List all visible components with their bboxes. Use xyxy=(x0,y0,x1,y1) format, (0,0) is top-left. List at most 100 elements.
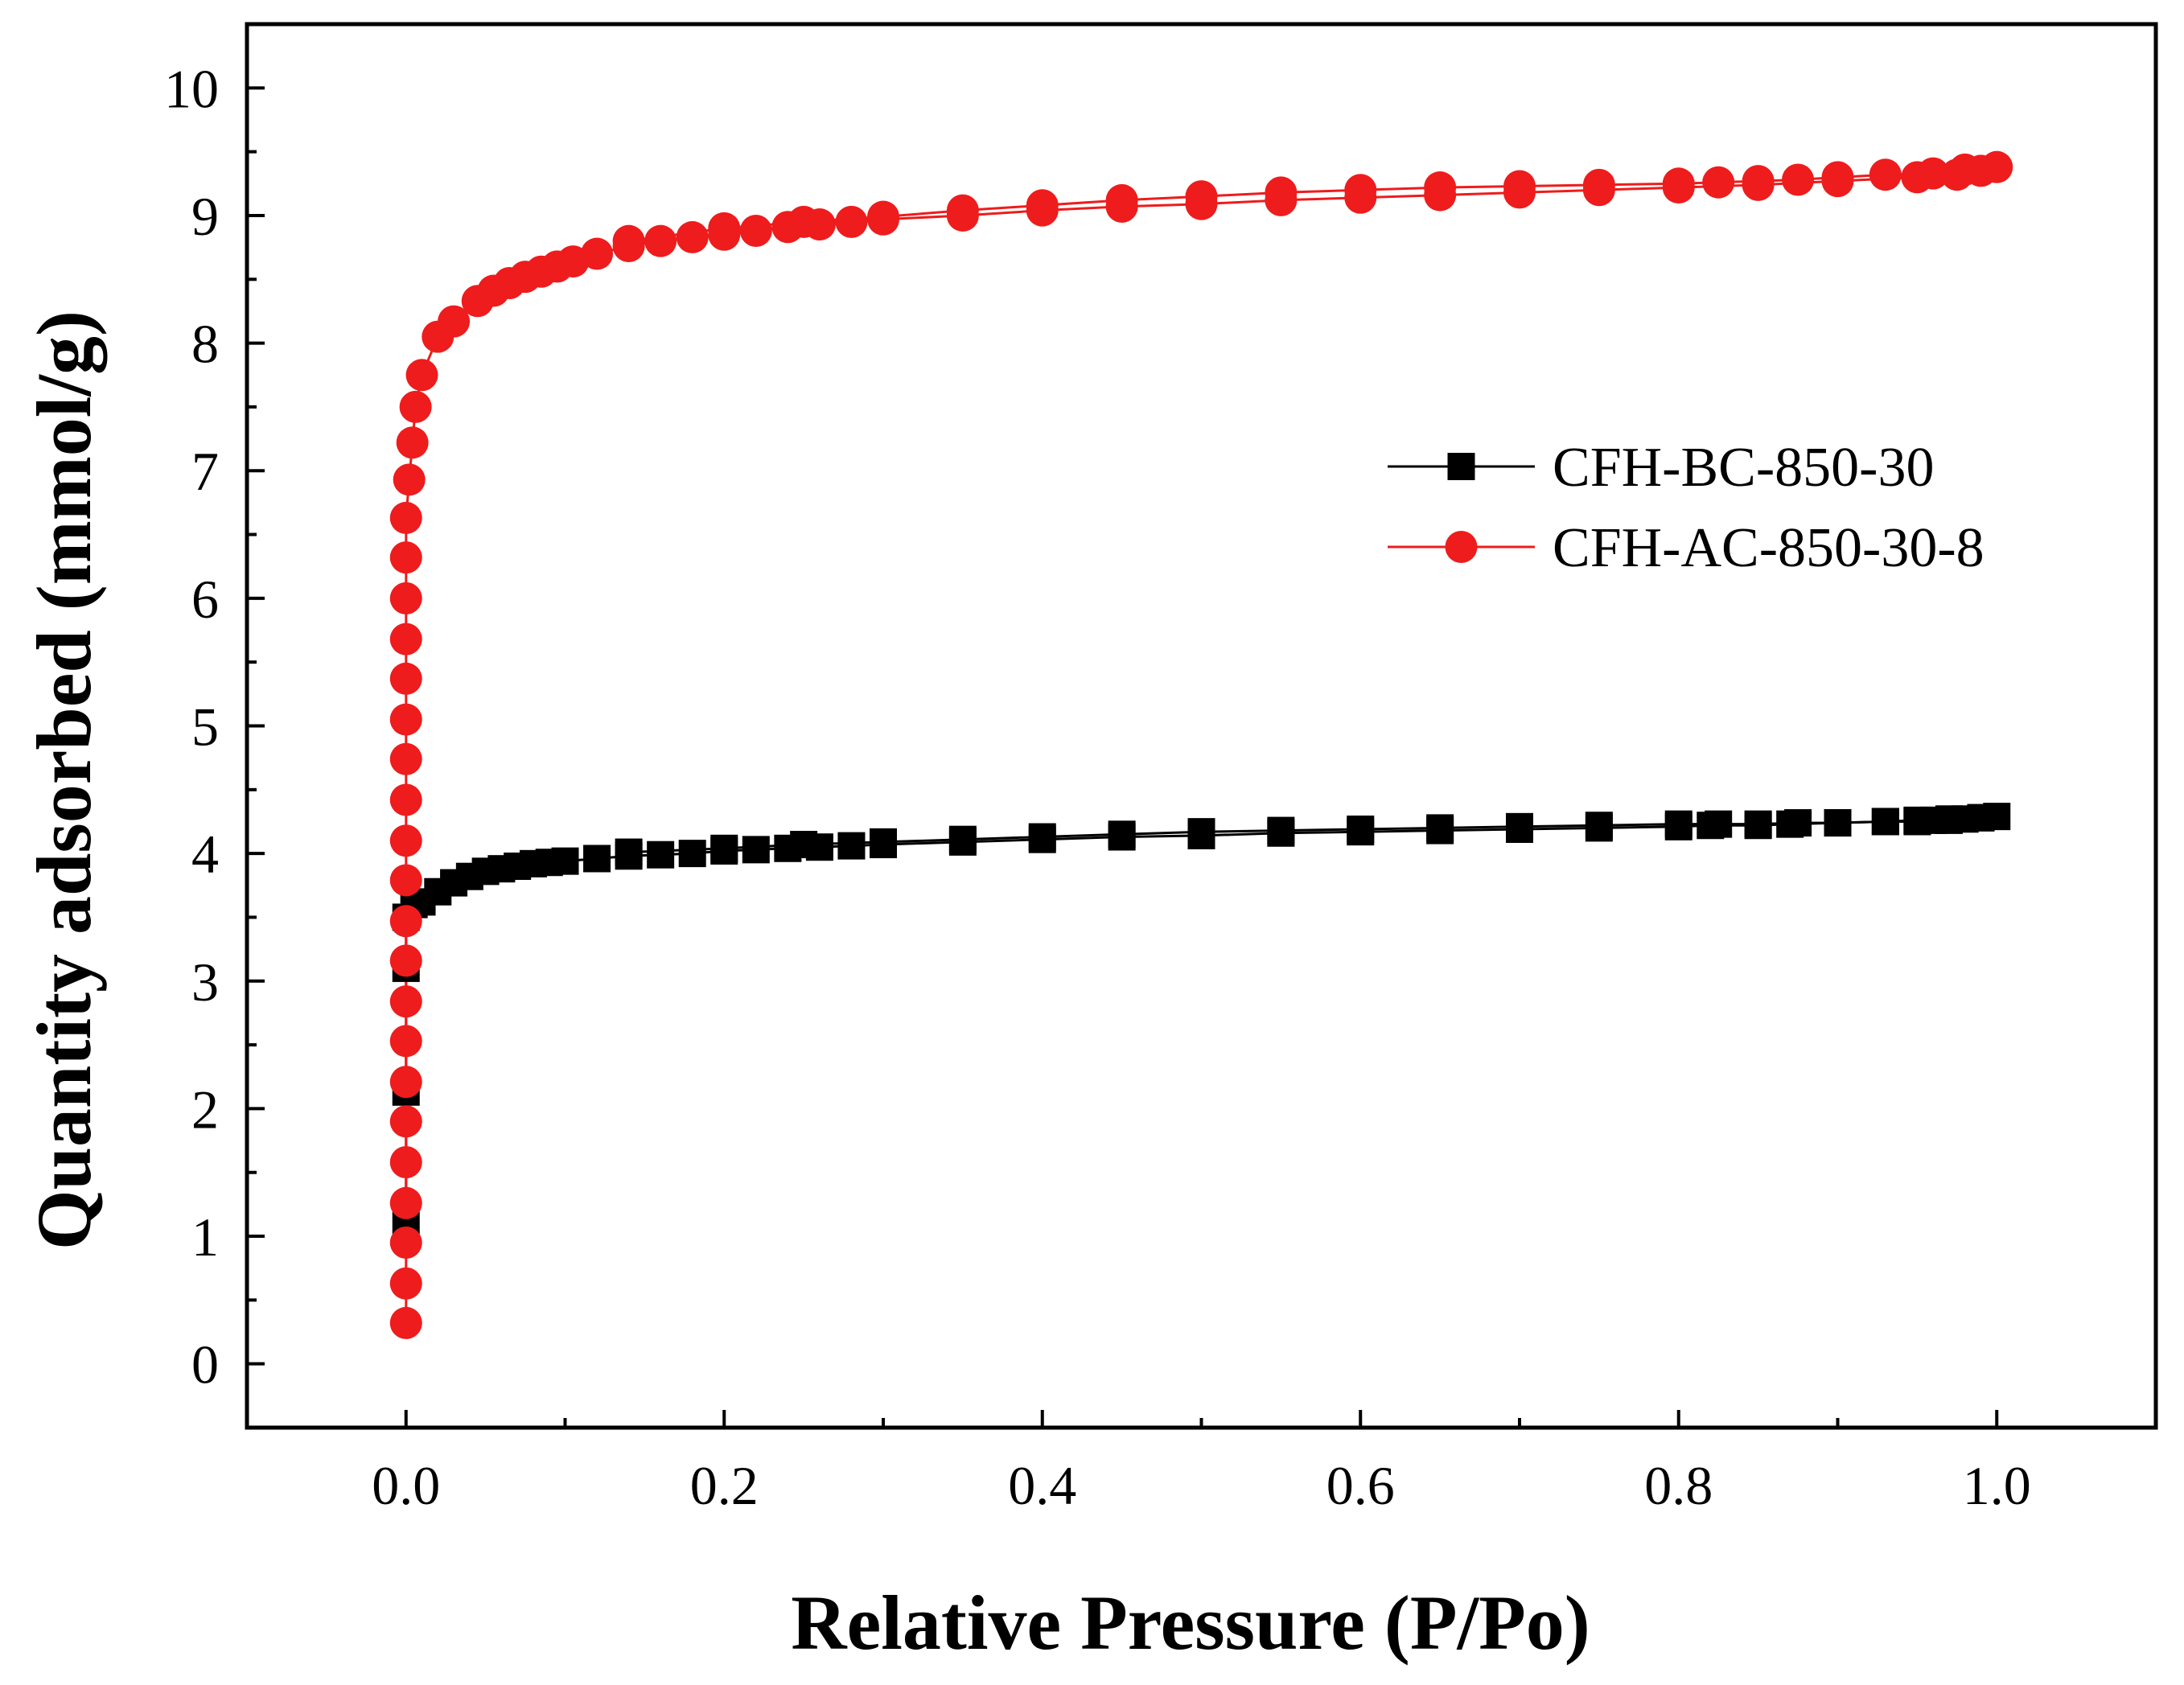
cfh-ac-850-30-8-desorption-point xyxy=(1185,180,1218,213)
x-tick-label: 0.0 xyxy=(372,1455,440,1516)
y-tick-label: 4 xyxy=(191,824,219,885)
cfh-ac-850-30-8-adsorption-point xyxy=(389,1267,422,1300)
cfh-bc-850-30-desorption-point xyxy=(870,828,897,856)
y-tick-label: 10 xyxy=(164,58,219,119)
y-tick-label: 8 xyxy=(191,314,219,375)
cfh-ac-850-30-8-desorption-point xyxy=(1344,174,1377,207)
cfh-bc-850-30-desorption-point xyxy=(1187,818,1215,846)
cfh-ac-850-30-8-desorption-point xyxy=(1821,161,1854,194)
cfh-bc-850-30-adsorption-point xyxy=(583,845,611,873)
cfh-ac-850-30-8-adsorption-point xyxy=(389,864,422,897)
cfh-bc-850-30-desorption-point xyxy=(1028,823,1056,851)
x-tick-label: 0.8 xyxy=(1644,1455,1713,1516)
y-tick-label: 2 xyxy=(191,1079,219,1140)
cfh-ac-850-30-8-desorption-point xyxy=(1702,166,1735,199)
cfh-ac-850-30-8-desorption-point xyxy=(867,200,899,233)
cfh-ac-850-30-8-desorption-point xyxy=(1026,189,1059,222)
cfh-ac-850-30-8-adsorption-point xyxy=(396,426,429,459)
cfh-ac-850-30-8-adsorption-point xyxy=(389,824,422,857)
cfh-ac-850-30-8-adsorption-point xyxy=(389,742,422,775)
x-axis-title: Relative Pressure (P/Po) xyxy=(791,1580,1590,1666)
cfh-ac-850-30-8-adsorption-point xyxy=(389,905,422,938)
plot-frame xyxy=(245,22,2158,1430)
legend-label-cfh-bc-850-30: CFH-BC-850-30 xyxy=(1553,437,1934,499)
cfh-ac-850-30-8-adsorption-point xyxy=(389,1226,422,1259)
cfh-bc-850-30-adsorption-point xyxy=(742,836,770,864)
cfh-bc-850-30-desorption-point xyxy=(710,834,738,862)
cfh-ac-850-30-8-desorption-point xyxy=(1869,158,1902,191)
series-lines xyxy=(405,166,1997,1323)
legend-marker-cfh-ac-850-30-8 xyxy=(1445,531,1478,563)
cfh-ac-850-30-8-adsorption-point xyxy=(739,214,772,247)
cfh-bc-850-30-desorption-point xyxy=(1347,815,1375,843)
cfh-ac-850-30-8-adsorption-point xyxy=(835,205,868,238)
cfh-ac-850-30-8-adsorption-point xyxy=(389,1306,422,1339)
y-tick-label: 1 xyxy=(191,1206,219,1268)
cfh-bc-850-30-desorption-line xyxy=(628,816,1981,854)
series-markers xyxy=(389,150,2013,1339)
cfh-bc-850-30-adsorption-point xyxy=(837,832,866,860)
x-tick-label: 0.2 xyxy=(690,1455,759,1516)
cfh-bc-850-30-adsorption-point xyxy=(678,840,706,868)
cfh-ac-850-30-8-adsorption-point xyxy=(389,985,422,1018)
y-tick-label: 6 xyxy=(191,569,219,630)
cfh-ac-850-30-8-desorption-point xyxy=(1782,163,1815,196)
x-tick-label: 0.6 xyxy=(1326,1455,1395,1516)
y-tick-label: 9 xyxy=(191,186,219,247)
cfh-bc-850-30-desorption-point xyxy=(1506,812,1533,840)
cfh-bc-850-30-desorption-point xyxy=(1585,812,1613,840)
cfh-bc-850-30-desorption-point xyxy=(1967,803,1995,832)
cfh-ac-850-30-8-adsorption-point xyxy=(438,305,471,338)
cfh-ac-850-30-8-adsorption-point xyxy=(389,662,422,695)
cfh-bc-850-30-desorption-point xyxy=(1744,810,1772,838)
cfh-ac-850-30-8-adsorption-point xyxy=(389,944,422,977)
cfh-ac-850-30-8-desorption-point xyxy=(1105,183,1138,216)
cfh-ac-850-30-8-adsorption-point xyxy=(389,1025,422,1058)
cfh-bc-850-30-desorption-point xyxy=(1664,810,1692,838)
cfh-ac-850-30-8-adsorption-point xyxy=(1980,150,2013,183)
cfh-ac-850-30-8-adsorption-point xyxy=(389,1066,422,1099)
cfh-ac-850-30-8-adsorption-point xyxy=(676,220,709,253)
cfh-ac-850-30-8-adsorption-point xyxy=(389,541,422,574)
cfh-ac-850-30-8-desorption-point xyxy=(708,212,741,245)
cfh-ac-850-30-8-desorption-point xyxy=(788,205,821,238)
cfh-ac-850-30-8-adsorption-point xyxy=(399,390,432,423)
cfh-bc-850-30-desorption-point xyxy=(1784,809,1812,837)
y-tick-label: 0 xyxy=(191,1334,219,1395)
cfh-bc-850-30-desorption-point xyxy=(1935,805,1963,833)
y-tick-label: 7 xyxy=(191,441,219,502)
cfh-ac-850-30-8-adsorption-point xyxy=(389,1146,422,1179)
cfh-bc-850-30-desorption-point xyxy=(1824,809,1852,837)
cfh-ac-850-30-8-adsorption-point xyxy=(389,783,422,816)
cfh-ac-850-30-8-desorption-point xyxy=(1503,170,1536,203)
y-tick-label: 3 xyxy=(191,951,219,1013)
cfh-ac-850-30-8-desorption-point xyxy=(1265,176,1298,209)
legend-marker-cfh-bc-850-30 xyxy=(1447,453,1475,480)
cfh-ac-850-30-8-desorption-point xyxy=(1917,157,1950,190)
cfh-ac-850-30-8-adsorption-point xyxy=(581,237,614,270)
cfh-ac-850-30-8-desorption-point xyxy=(1742,165,1775,198)
cfh-ac-850-30-8-adsorption-point xyxy=(389,623,422,656)
legend: CFH-BC-850-30 CFH-AC-850-30-8 xyxy=(1388,437,1985,579)
cfh-bc-850-30-adsorption-point xyxy=(551,847,579,875)
cfh-bc-850-30-desorption-point xyxy=(1108,820,1136,849)
cfh-bc-850-30-adsorption-point xyxy=(647,840,675,869)
cfh-bc-850-30-desorption-point xyxy=(1705,810,1733,838)
cfh-bc-850-30-desorption-point xyxy=(948,825,977,853)
cfh-ac-850-30-8-adsorption-point xyxy=(389,582,422,614)
cfh-ac-850-30-8-desorption-point xyxy=(1948,153,1981,186)
x-tick-label: 1.0 xyxy=(1963,1455,2031,1516)
cfh-bc-850-30-desorption-point xyxy=(615,838,643,866)
cfh-ac-850-30-8-adsorption-point xyxy=(389,501,422,534)
cfh-ac-850-30-8-adsorption-point xyxy=(405,359,438,392)
y-axis-title: Quantity adsorbed (mmol/g) xyxy=(21,310,107,1250)
cfh-ac-850-30-8-adsorption-point xyxy=(389,703,422,736)
cfh-bc-850-30-desorption-point xyxy=(1267,816,1295,845)
cfh-bc-850-30-adsorption-line xyxy=(405,815,1997,1221)
cfh-ac-850-30-8-desorption-point xyxy=(1582,168,1615,201)
cfh-bc-850-30-desorption-point xyxy=(1871,808,1899,836)
cfh-bc-850-30-desorption-point xyxy=(1903,806,1931,834)
cfh-ac-850-30-8-adsorption-line xyxy=(405,166,1997,1323)
cfh-ac-850-30-8-desorption-point xyxy=(612,224,645,257)
